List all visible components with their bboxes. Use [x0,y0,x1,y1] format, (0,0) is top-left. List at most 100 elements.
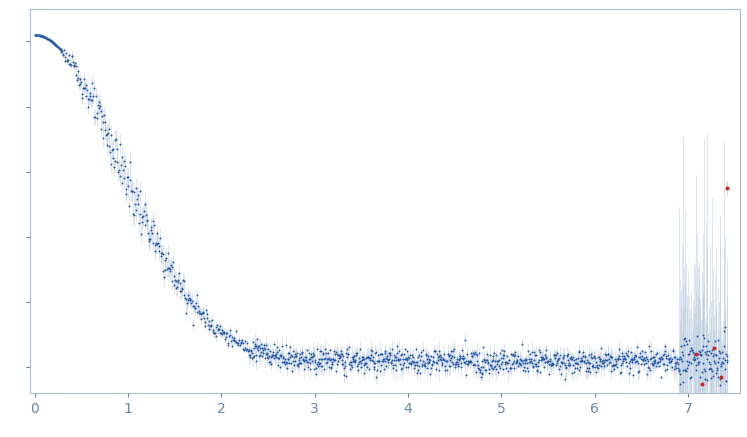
Point [466,352,478,359]
Point [673,355,685,362]
Point [681,337,692,344]
Point [536,353,548,360]
Point [600,352,612,359]
Point [665,357,677,364]
Point [691,332,703,339]
Point [468,350,480,357]
Point [586,351,598,358]
Point [718,328,730,335]
Point [495,354,506,361]
Point [464,357,476,364]
Point [336,357,348,364]
Point [487,365,499,372]
Point [589,368,601,375]
Point [376,351,388,358]
Point [707,352,719,359]
Point [94,102,106,109]
Point [530,363,542,370]
Point [464,357,476,364]
Point [539,354,551,361]
Point [342,351,354,358]
Point [419,360,431,367]
Point [716,395,728,402]
Point [93,98,105,105]
Point [346,363,358,370]
Point [686,346,698,353]
Point [471,351,483,358]
Point [384,351,396,358]
Point [411,359,423,366]
Point [202,318,214,325]
Point [663,356,675,363]
Point [577,359,589,366]
Point [486,357,498,364]
Point [416,363,428,370]
Point [602,350,614,357]
Point [598,359,610,366]
Point [695,351,707,358]
Point [524,350,536,357]
Point [570,359,582,366]
Point [176,285,188,292]
Point [666,364,678,371]
Point [431,360,443,367]
Point [669,360,681,367]
Point [632,359,644,366]
Point [644,367,656,374]
Point [565,354,577,361]
Point [689,351,701,358]
Point [327,356,339,363]
Point [695,347,707,354]
Point [492,357,503,364]
Point [232,339,244,346]
Point [495,360,507,367]
Point [353,358,365,365]
Point [359,361,371,368]
Point [171,284,183,291]
Point [324,356,336,363]
Point [215,329,227,336]
Point [212,326,224,333]
Point [265,353,277,360]
Point [252,343,264,350]
Point [454,353,466,360]
Point [587,361,599,368]
Point [223,340,235,347]
Point [395,365,407,372]
Point [633,350,645,357]
Point [326,365,338,372]
Point [374,358,385,365]
Point [635,355,647,362]
Point [298,365,310,372]
Point [332,351,344,358]
Point [688,356,700,363]
Point [34,32,46,39]
Point [523,355,535,362]
Point [209,329,221,336]
Point [647,353,659,360]
Point [190,299,202,306]
Point [55,46,66,53]
Point [402,354,414,361]
Point [207,329,219,336]
Point [156,250,168,257]
Point [404,360,416,367]
Point [558,351,570,358]
Point [205,321,217,328]
Point [72,67,84,74]
Point [200,306,212,313]
Point [567,361,579,368]
Point [330,368,342,375]
Point [447,353,459,360]
Point [594,356,606,363]
Point [182,296,193,303]
Point [667,347,679,354]
Point [592,365,604,372]
Point [418,361,430,368]
Point [73,81,85,88]
Point [117,157,129,164]
Point [314,360,326,367]
Point [459,359,471,366]
Point [437,356,449,363]
Point [445,348,457,355]
